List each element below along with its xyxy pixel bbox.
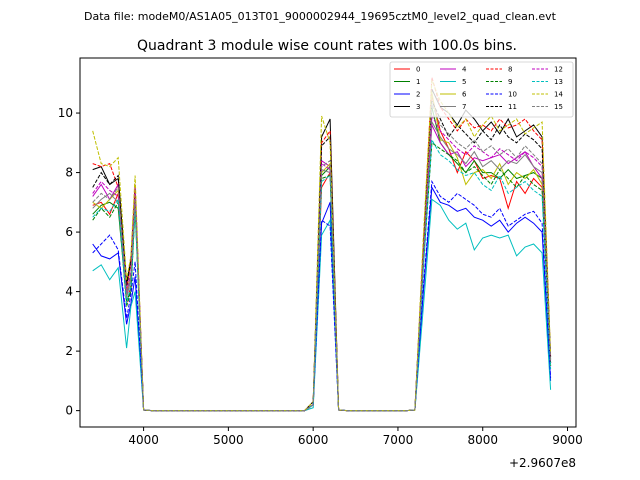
legend-label-4: 4 xyxy=(462,66,467,74)
legend-label-2: 2 xyxy=(416,91,420,99)
series-line-10 xyxy=(92,179,552,412)
x-tick-label: 8000 xyxy=(467,433,498,447)
series-line-11 xyxy=(92,100,552,412)
legend-label-13: 13 xyxy=(554,78,563,86)
axes xyxy=(79,57,577,428)
chart-suptitle: Data file: modeM0/AS1A05_013T01_90000029… xyxy=(84,10,557,23)
legend-label-7: 7 xyxy=(462,103,466,111)
y-tick-label: 0 xyxy=(65,404,73,418)
y-tick-label: 4 xyxy=(65,285,73,299)
legend-label-3: 3 xyxy=(416,103,420,111)
legend-label-1: 1 xyxy=(416,78,420,86)
series-line-3 xyxy=(92,88,552,412)
y-tick-label: 8 xyxy=(65,166,73,180)
legend-label-12: 12 xyxy=(554,66,563,74)
chart-title: Quadrant 3 module wise count rates with … xyxy=(137,38,517,54)
plot-series-group xyxy=(92,77,552,412)
legend-label-6: 6 xyxy=(462,91,467,99)
legend-label-5: 5 xyxy=(462,78,466,86)
series-line-13 xyxy=(92,138,552,412)
legend-label-9: 9 xyxy=(508,78,512,86)
x-tick-label: 6000 xyxy=(298,433,329,447)
legend-frame xyxy=(389,61,574,118)
legend-label-0: 0 xyxy=(416,66,420,74)
series-line-14 xyxy=(92,80,552,412)
x-axis-offset-label: +2.9607e8 xyxy=(509,456,576,470)
axes-frame xyxy=(79,57,577,428)
legend-label-14: 14 xyxy=(554,91,563,99)
y-tick-label: 2 xyxy=(65,344,73,358)
legend-label-15: 15 xyxy=(554,103,563,111)
series-line-15 xyxy=(92,103,552,412)
y-axis-ticks: 0 2 4 6 8 10 xyxy=(58,106,80,418)
x-axis-ticks: 4000 5000 6000 7000 8000 9000 xyxy=(128,427,583,447)
y-tick-label: 6 xyxy=(65,225,73,239)
legend-label-8: 8 xyxy=(508,66,512,74)
y-tick-label: 10 xyxy=(58,106,73,120)
legend-label-10: 10 xyxy=(508,91,517,99)
x-tick-label: 4000 xyxy=(128,433,159,447)
x-tick-label: 9000 xyxy=(552,433,583,447)
legend-label-11: 11 xyxy=(508,103,517,111)
x-tick-label: 7000 xyxy=(383,433,414,447)
series-line-2 xyxy=(92,185,552,412)
x-tick-label: 5000 xyxy=(213,433,244,447)
